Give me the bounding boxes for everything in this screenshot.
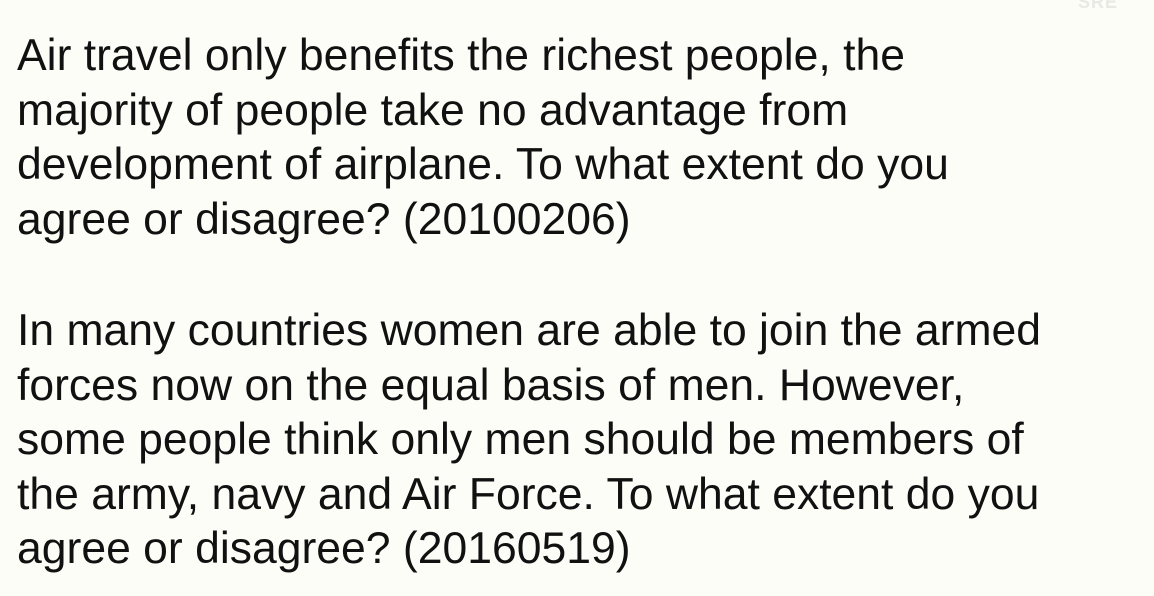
question-2-line-1: In many countries women are able to join…	[17, 306, 1042, 355]
question-1-line-1: Air travel only benefits the richest peo…	[17, 31, 906, 80]
question-1-line-3: development of airplane. To what extent …	[17, 140, 949, 189]
question-1-line-2: majority of people take no advantage fro…	[17, 85, 849, 135]
question-2-line-3: some people think only men should be mem…	[17, 415, 1024, 464]
question-2-line-4: the army, navy and Air Force. To what ex…	[17, 469, 1040, 519]
question-2-line-5: agree or disagree? (20160519)	[17, 524, 631, 573]
essay-question-2: In many countries women are able to join…	[17, 304, 1142, 577]
question-1-line-4: agree or disagree? (20100206)	[17, 194, 631, 244]
question-2-line-2: forces now on the equal basis of men. Ho…	[17, 360, 965, 410]
essay-question-1: Air travel only benefits the richest peo…	[17, 29, 1142, 247]
watermark-icon: SRE	[1078, 0, 1119, 10]
